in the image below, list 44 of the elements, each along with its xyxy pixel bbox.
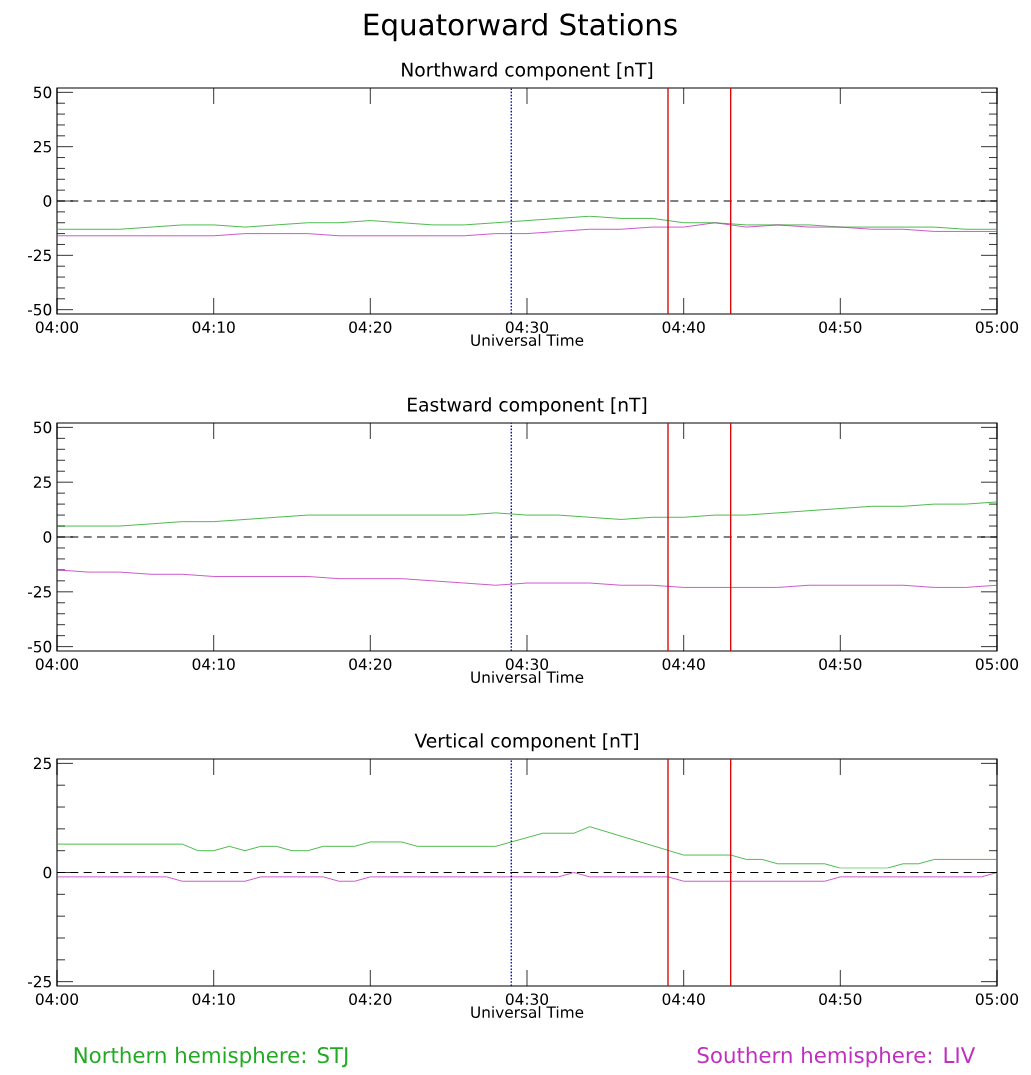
x-tick-label: 04:10 [192, 658, 235, 670]
x-tick-label: 04:40 [662, 658, 705, 670]
x-axis-title: Universal Time [471, 671, 584, 683]
y-tick-label: -25 [28, 975, 51, 988]
x-tick-label: 04:20 [349, 993, 392, 1005]
x-tick-label: 05:00 [975, 993, 1019, 1005]
x-tick-label: 04:40 [662, 993, 705, 1005]
x-tick-label: 04:50 [819, 321, 862, 333]
x-tick-label: 05:00 [975, 658, 1019, 670]
y-tick-label: -25 [28, 586, 51, 598]
x-tick-label: 04:40 [662, 321, 705, 333]
x-tick-label: 04:30 [505, 993, 549, 1005]
x-tick-label: 04:20 [349, 658, 392, 670]
y-tick-label: 0 [43, 866, 52, 879]
x-tick-label: 04:50 [819, 658, 862, 670]
y-tick-label: -50 [28, 303, 52, 316]
y-tick-label: 50 [33, 421, 52, 434]
line-series [57, 826, 997, 869]
x-axis-title: Universal Time [471, 1006, 584, 1018]
text: Northern hemisphere: STJ [74, 1046, 348, 1068]
chart-subtitle: Northward component [nT] [402, 62, 653, 81]
chart-subtitle: Eastward component [nT] [408, 397, 647, 416]
x-tick-label: 04:10 [192, 993, 235, 1005]
y-tick-label: 0 [43, 195, 52, 207]
y-tick-label: -50 [28, 640, 52, 653]
y-tick-label: 50 [33, 86, 52, 99]
x-tick-label: 04:30 [505, 321, 549, 333]
x-tick-label: 04:20 [349, 321, 392, 333]
y-tick-label: 25 [33, 140, 51, 153]
y-tick-label: -25 [28, 249, 51, 262]
y-tick-label: 25 [33, 476, 51, 488]
chart-subtitle: Vertical component [nT] [414, 733, 638, 752]
x-axis-title: Universal Time [471, 334, 584, 346]
x-tick-label: 04:00 [35, 321, 79, 333]
x-tick-label: 04:30 [505, 658, 549, 670]
x-tick-label: 04:10 [192, 321, 235, 333]
y-tick-label: 0 [43, 531, 52, 543]
chart-title: Equatorward Stations [364, 12, 677, 42]
x-tick-label: 05:00 [975, 321, 1019, 333]
x-tick-label: 04:00 [35, 658, 79, 670]
text: Southern hemisphere: LIV [697, 1046, 976, 1068]
x-tick-label: 04:50 [819, 993, 862, 1005]
y-tick-label: 25 [33, 757, 51, 770]
x-tick-label: 04:00 [35, 993, 79, 1005]
